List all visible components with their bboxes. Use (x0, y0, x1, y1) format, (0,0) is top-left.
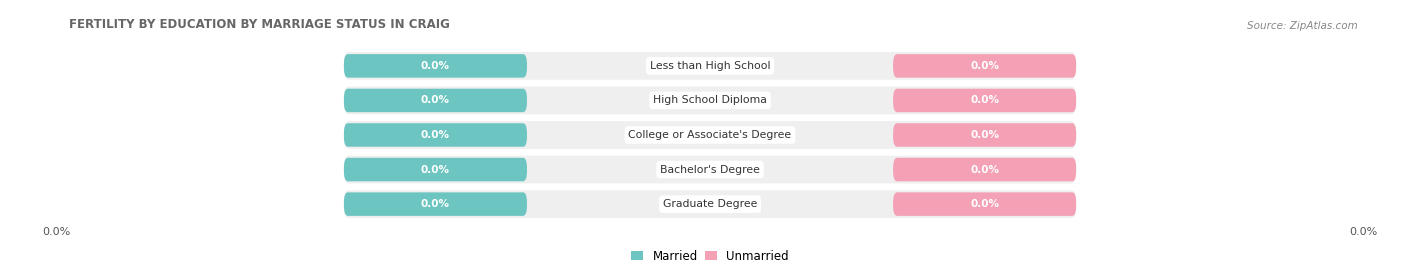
Text: 0.0%: 0.0% (420, 199, 450, 209)
Text: College or Associate's Degree: College or Associate's Degree (628, 130, 792, 140)
Text: 0.0%: 0.0% (970, 164, 1000, 175)
FancyBboxPatch shape (344, 123, 527, 147)
Text: 0.0%: 0.0% (970, 95, 1000, 106)
FancyBboxPatch shape (344, 156, 1076, 183)
Text: 0.0%: 0.0% (970, 61, 1000, 71)
FancyBboxPatch shape (893, 192, 1076, 216)
FancyBboxPatch shape (344, 54, 527, 78)
FancyBboxPatch shape (344, 87, 1076, 114)
FancyBboxPatch shape (344, 52, 1076, 80)
FancyBboxPatch shape (893, 158, 1076, 181)
Text: Bachelor's Degree: Bachelor's Degree (659, 164, 761, 175)
Text: Graduate Degree: Graduate Degree (662, 199, 758, 209)
Text: 0.0%: 0.0% (420, 130, 450, 140)
FancyBboxPatch shape (893, 123, 1076, 147)
Text: 0.0%: 0.0% (420, 61, 450, 71)
FancyBboxPatch shape (344, 190, 1076, 218)
FancyBboxPatch shape (893, 54, 1076, 78)
FancyBboxPatch shape (893, 89, 1076, 112)
Text: 0.0%: 0.0% (420, 95, 450, 106)
Text: Less than High School: Less than High School (650, 61, 770, 71)
Text: Source: ZipAtlas.com: Source: ZipAtlas.com (1247, 21, 1357, 31)
Text: FERTILITY BY EDUCATION BY MARRIAGE STATUS IN CRAIG: FERTILITY BY EDUCATION BY MARRIAGE STATU… (69, 18, 450, 31)
Text: 0.0%: 0.0% (970, 130, 1000, 140)
FancyBboxPatch shape (344, 89, 527, 112)
FancyBboxPatch shape (344, 192, 527, 216)
Text: 0.0%: 0.0% (970, 199, 1000, 209)
FancyBboxPatch shape (344, 121, 1076, 149)
FancyBboxPatch shape (344, 158, 527, 181)
Text: High School Diploma: High School Diploma (654, 95, 766, 106)
Legend: Married, Unmarried: Married, Unmarried (627, 245, 793, 267)
Text: 0.0%: 0.0% (420, 164, 450, 175)
